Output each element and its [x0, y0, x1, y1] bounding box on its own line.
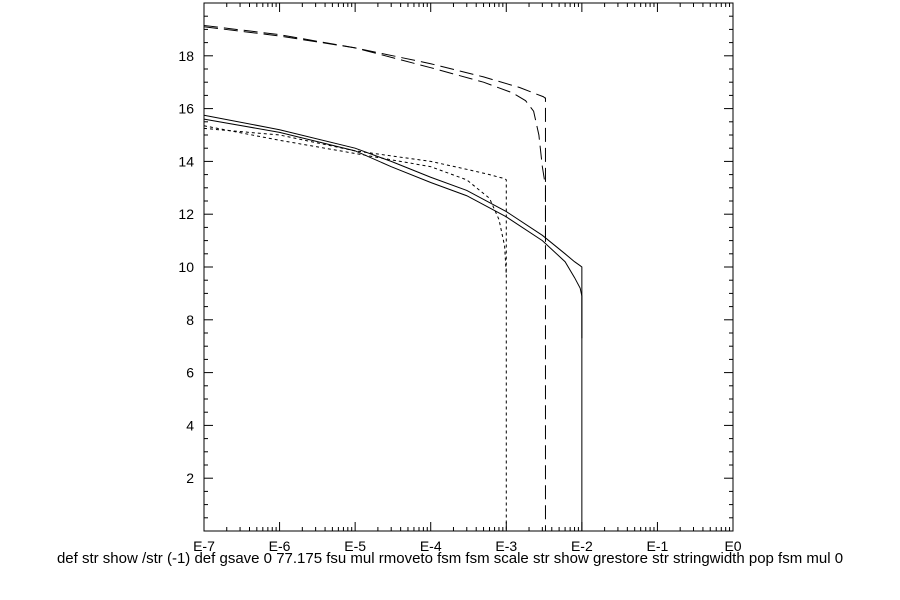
plot-frame: [203, 2, 734, 532]
major-ticks: [203, 3, 734, 531]
series-line-2: [203, 118, 583, 531]
x-tick-label: E-1: [647, 538, 669, 554]
x-tick-labels: E-7 E-6 E-5 E-4 E-3 E-2 E-1 E0: [193, 538, 742, 554]
series-line-4: [203, 125, 507, 275]
series-line-6: [203, 26, 546, 531]
y-tick-labels: 2 4 6 8 10 12 14 16 18: [178, 48, 194, 486]
y-tick-label: 14: [178, 153, 194, 169]
x-tick-label: E-3: [495, 538, 517, 554]
x-tick-label: E0: [724, 538, 741, 554]
x-tick-label: E-7: [193, 538, 215, 554]
y-tick-label: 12: [178, 206, 194, 222]
series-line-1: [203, 114, 583, 339]
x-tick-label: E-5: [344, 538, 366, 554]
minor-ticks: [204, 3, 733, 531]
series-layer: [203, 24, 583, 531]
series-line-3: [203, 127, 507, 531]
footer-postscript-text: def str show /str (-1) def gsave 0 77.17…: [56, 550, 844, 567]
x-tick-label: E-4: [420, 538, 442, 554]
y-tick-label: 8: [186, 312, 194, 328]
series-line-5: [203, 24, 546, 246]
y-tick-label: 10: [178, 259, 194, 275]
x-tick-label: E-2: [571, 538, 593, 554]
x-tick-label: E-6: [269, 538, 291, 554]
y-tick-label: 6: [186, 365, 194, 381]
y-tick-label: 2: [186, 470, 194, 486]
y-tick-label: 18: [178, 48, 194, 64]
y-tick-label: 4: [186, 417, 194, 433]
y-tick-label: 16: [178, 101, 194, 117]
